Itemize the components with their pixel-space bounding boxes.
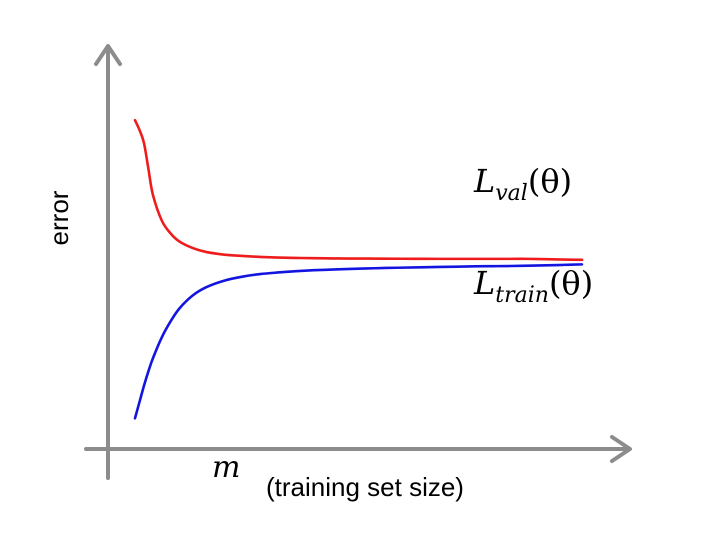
y-axis-arrow <box>94 44 122 66</box>
series-label-val-arg: (θ) <box>528 162 572 200</box>
series-layer <box>133 118 584 420</box>
series-label-val-sub: val <box>495 181 528 206</box>
series-label-train: Ltrain(θ) <box>473 264 593 308</box>
series-label-val-main: L <box>473 162 495 200</box>
x-axis-symbol: m <box>212 450 240 485</box>
y-axis-label: error <box>44 190 74 245</box>
x-axis-label: (training set size) <box>266 472 464 502</box>
series-label-train-arg: (θ) <box>549 264 593 302</box>
val-error-curve <box>133 118 584 262</box>
train-error-curve <box>133 263 584 420</box>
svg-text:Ltrain(θ): Ltrain(θ) <box>473 264 593 308</box>
series-label-train-sub: train <box>495 283 549 308</box>
x-axis-arrow <box>610 435 632 463</box>
series-label-train-main: L <box>473 264 495 302</box>
svg-text:Lval(θ): Lval(θ) <box>473 162 572 206</box>
series-label-val: Lval(θ) <box>473 162 572 206</box>
